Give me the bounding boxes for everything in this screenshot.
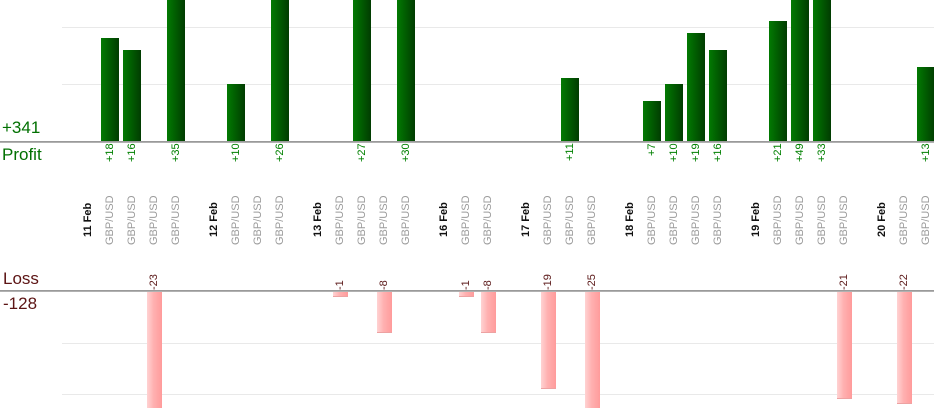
profit-value-label: +13: [920, 143, 932, 162]
profit-bar[interactable]: [101, 38, 119, 141]
symbol-label: GBP/USD: [356, 195, 368, 245]
date-label: 12 Feb: [208, 202, 220, 238]
symbol-label: GBP/USD: [400, 195, 412, 245]
loss-gridline-10: [62, 343, 934, 344]
symbol-label: GBP/USD: [482, 195, 494, 245]
profit-value-label: +27: [356, 143, 368, 162]
profit-value-label: +49: [794, 143, 806, 162]
profit-value-label: +7: [646, 143, 658, 156]
symbol-label: GBP/USD: [816, 195, 828, 245]
loss-bar[interactable]: [377, 292, 392, 333]
profit-bar[interactable]: [123, 50, 141, 141]
profit-bar[interactable]: [687, 33, 705, 141]
profit-value-label: +18: [104, 143, 116, 162]
symbol-label: GBP/USD: [378, 195, 390, 245]
symbol-label: GBP/USD: [252, 195, 264, 245]
symbol-label: GBP/USD: [274, 195, 286, 245]
symbol-label: GBP/USD: [460, 195, 472, 245]
date-label: 17 Feb: [520, 202, 532, 238]
profit-bar[interactable]: [643, 101, 661, 141]
loss-value-label: -25: [586, 274, 598, 290]
loss-value-label: -23: [148, 274, 160, 290]
symbol-label: GBP/USD: [898, 195, 910, 245]
loss-bar[interactable]: [147, 292, 162, 408]
loss-value-label: -22: [898, 274, 910, 290]
profit-bar[interactable]: [167, 0, 185, 141]
profit-bar[interactable]: [917, 67, 934, 141]
profit-bar[interactable]: [665, 84, 683, 141]
profit-value-label: +35: [170, 143, 182, 162]
loss-value-label: -1: [334, 280, 346, 290]
symbol-label: GBP/USD: [126, 195, 138, 245]
profit-chart-area: [0, 0, 934, 141]
date-label: 20 Feb: [876, 202, 888, 238]
profit-bar[interactable]: [397, 0, 415, 141]
loss-bar[interactable]: [541, 292, 556, 389]
date-label: 16 Feb: [438, 202, 450, 238]
loss-bar[interactable]: [585, 292, 600, 408]
profit-bar[interactable]: [561, 78, 579, 141]
symbol-label: GBP/USD: [542, 195, 554, 245]
symbol-label: GBP/USD: [148, 195, 160, 245]
loss-value-label: -8: [378, 280, 390, 290]
loss-bar[interactable]: [897, 292, 912, 404]
symbol-label: GBP/USD: [794, 195, 806, 245]
profit-bar[interactable]: [791, 0, 809, 141]
profit-gridline-10: [62, 84, 934, 85]
symbol-label: GBP/USD: [564, 195, 576, 245]
loss-bar[interactable]: [481, 292, 496, 333]
profit-value-label: +21: [772, 143, 784, 162]
loss-bar[interactable]: [837, 292, 852, 399]
date-label: 13 Feb: [312, 202, 324, 238]
profit-bar[interactable]: [227, 84, 245, 141]
symbol-label: GBP/USD: [712, 195, 724, 245]
profit-bar[interactable]: [709, 50, 727, 141]
profit-value-label: +30: [400, 143, 412, 162]
symbol-label: GBP/USD: [230, 195, 242, 245]
profit-bar[interactable]: [813, 0, 831, 141]
loss-total: -128: [3, 294, 38, 313]
symbol-label: GBP/USD: [838, 195, 850, 245]
symbol-label: GBP/USD: [104, 195, 116, 245]
profit-value-label: +16: [712, 143, 724, 162]
loss-value-label: -1: [460, 280, 472, 290]
symbol-label: GBP/USD: [920, 195, 932, 245]
profit-gridline-20: [62, 27, 934, 28]
profit-bar[interactable]: [353, 0, 371, 141]
loss-axis-line: [0, 290, 934, 292]
symbol-label: GBP/USD: [586, 195, 598, 245]
date-label: 11 Feb: [82, 202, 94, 238]
profit-value-label: +11: [564, 143, 576, 161]
loss-value-label: -21: [838, 274, 850, 290]
loss-chart-area: [0, 292, 934, 408]
profit-value-label: +10: [668, 143, 680, 162]
profit-value-label: +19: [690, 143, 702, 162]
loss-bar[interactable]: [459, 292, 474, 297]
profit-value-label: +33: [816, 143, 828, 162]
date-label: 18 Feb: [624, 202, 636, 238]
symbol-label: GBP/USD: [334, 195, 346, 245]
symbol-label: GBP/USD: [690, 195, 702, 245]
profit-bar[interactable]: [271, 0, 289, 141]
loss-bar[interactable]: [333, 292, 348, 297]
symbol-label: GBP/USD: [772, 195, 784, 245]
profit-axis-line: [0, 141, 934, 143]
loss-value-label: -8: [482, 280, 494, 290]
symbol-label: GBP/USD: [646, 195, 658, 245]
profit-value-label: +16: [126, 143, 138, 162]
profit-value-label: +26: [274, 143, 286, 162]
profit-value-label: +10: [230, 143, 242, 162]
profit-total: +341: [2, 118, 41, 137]
symbol-label: GBP/USD: [668, 195, 680, 245]
date-label: 19 Feb: [750, 202, 762, 238]
symbol-label: GBP/USD: [170, 195, 182, 245]
loss-gridline-20: [62, 394, 934, 395]
profit-axis-label: Profit: [2, 145, 42, 164]
loss-value-label: -19: [542, 274, 554, 290]
loss-axis-label: Loss: [3, 269, 39, 288]
profit-bar[interactable]: [769, 21, 787, 141]
